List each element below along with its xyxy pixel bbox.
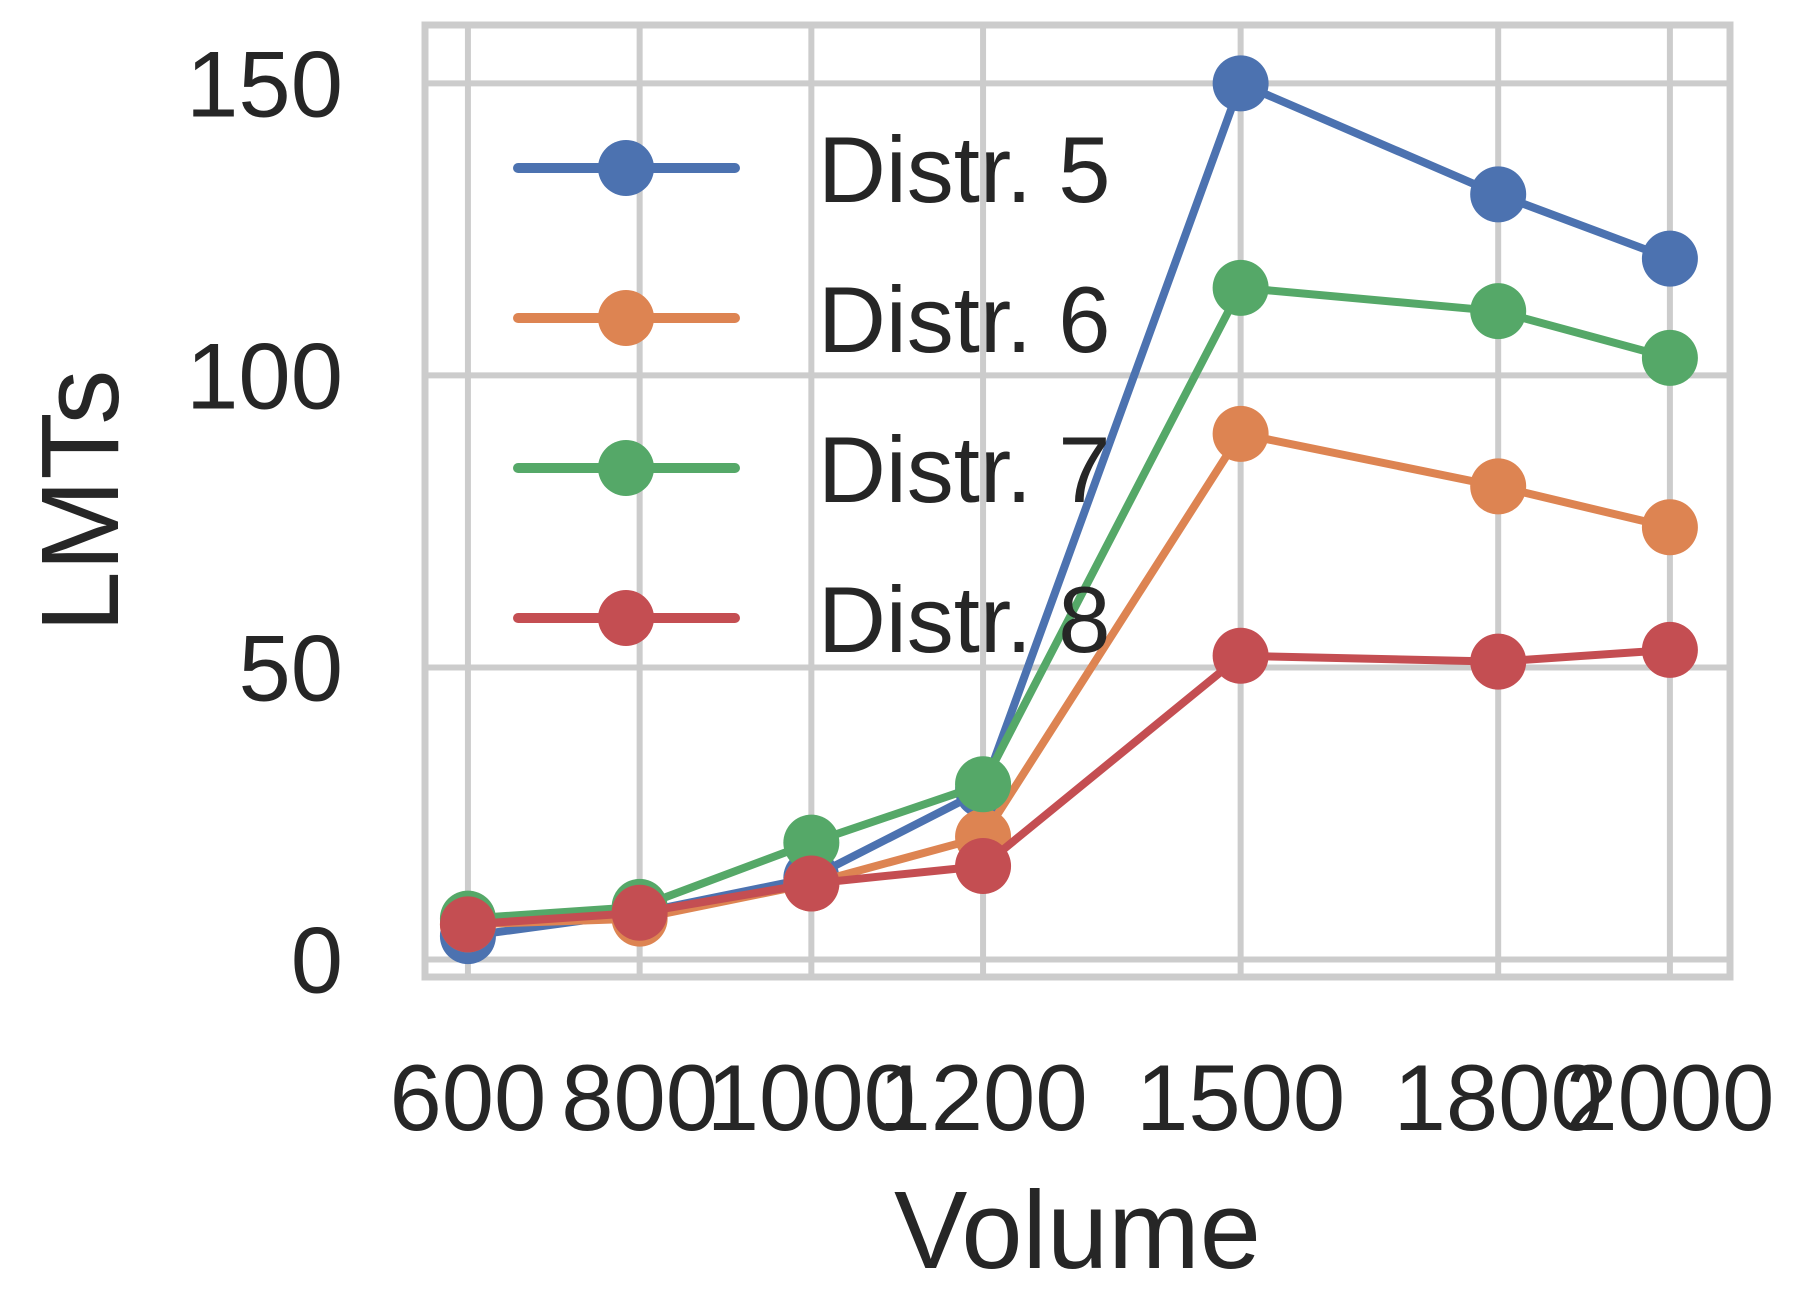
data-point: [955, 756, 1012, 813]
legend: Distr. 5 Distr. 6 Distr. 7 Distr. 8: [513, 117, 1111, 672]
x-tick-label: 600: [390, 1045, 547, 1150]
data-point: [1212, 405, 1269, 462]
legend-label: Distr. 5: [818, 117, 1111, 222]
data-point: [1641, 329, 1698, 386]
legend-label: Distr. 6: [818, 267, 1111, 372]
y-tick-label: 150: [186, 31, 343, 136]
legend-label: Distr. 8: [818, 567, 1111, 672]
data-point: [783, 814, 840, 871]
data-point: [1470, 283, 1527, 340]
x-tick-label: 1000: [707, 1045, 916, 1150]
y-tick-label: 100: [186, 323, 343, 428]
data-point: [1212, 55, 1269, 112]
series-layer: [439, 55, 1698, 965]
legend-marker: [598, 590, 654, 646]
y-tick-labels: 0 50 100 150: [186, 31, 343, 1012]
data-point: [955, 838, 1012, 895]
data-point: [611, 884, 668, 941]
data-point: [1470, 166, 1527, 223]
x-tick-label: 1200: [878, 1045, 1087, 1150]
x-tick-label: 800: [561, 1045, 718, 1150]
x-axis-label: Volume: [894, 1169, 1261, 1292]
data-point: [439, 896, 496, 953]
legend-entry-1: Distr. 5: [513, 117, 1111, 222]
legend-entry-2: Distr. 6: [513, 267, 1111, 372]
y-tick-label: 0: [291, 907, 343, 1012]
data-point: [1212, 259, 1269, 316]
legend-marker: [598, 140, 654, 196]
x-tick-label: 2000: [1565, 1045, 1774, 1150]
data-point: [1641, 621, 1698, 678]
y-tick-label: 50: [238, 615, 343, 720]
legend-label: Distr. 7: [818, 417, 1111, 522]
data-point: [783, 855, 840, 912]
x-tick-label: 1500: [1136, 1045, 1345, 1150]
data-point: [1641, 230, 1698, 287]
data-point: [1212, 627, 1269, 684]
series-4: [439, 621, 1698, 953]
legend-entry-4: Distr. 8: [513, 567, 1111, 672]
plot-frame: [421, 21, 1734, 981]
data-point: [1641, 499, 1698, 556]
x-tick-label: 1800: [1394, 1045, 1603, 1150]
legend-marker: [598, 440, 654, 496]
data-point: [1470, 633, 1527, 690]
y-axis-label: LMTs: [19, 370, 142, 633]
legend-marker: [598, 290, 654, 346]
legend-entry-3: Distr. 7: [513, 417, 1111, 522]
data-point: [1470, 458, 1527, 515]
